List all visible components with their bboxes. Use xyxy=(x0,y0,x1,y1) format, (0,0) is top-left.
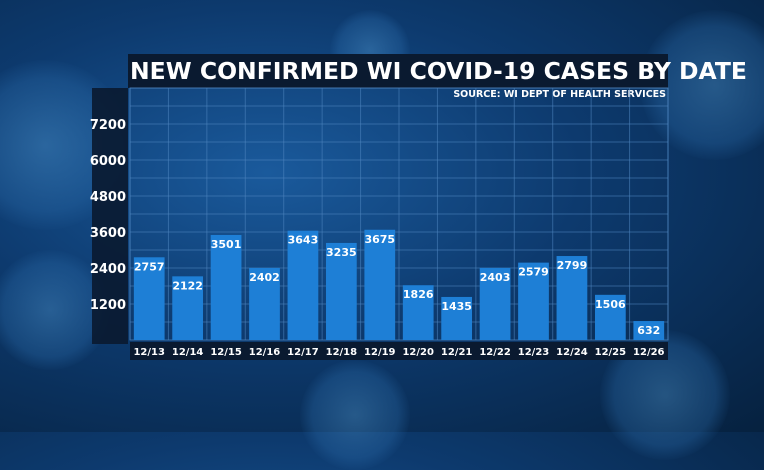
x-tick-label: 12/24 xyxy=(556,347,588,358)
x-axis-ticks: 12/13 12/14 12/15 12/16 12/17 12/18 12/19 12/20… xyxy=(133,347,664,358)
bars xyxy=(133,229,665,340)
virus-decoration xyxy=(0,250,110,370)
x-tick-label: 12/16 xyxy=(249,347,281,358)
x-tick-label: 12/26 xyxy=(633,347,665,358)
value-label: 2799 xyxy=(557,259,588,272)
y-tick-label: 2400 xyxy=(90,262,126,277)
bar xyxy=(633,321,665,340)
x-tick-label: 12/20 xyxy=(402,347,434,358)
value-label: 3643 xyxy=(288,234,319,247)
y-tick-label: 7200 xyxy=(90,118,126,133)
y-tick-label: 3600 xyxy=(90,226,126,241)
y-tick-label: 4800 xyxy=(90,190,126,205)
bar xyxy=(249,267,280,340)
bar xyxy=(479,267,511,340)
x-tick-label: 12/15 xyxy=(210,347,242,358)
value-label: 2122 xyxy=(172,279,203,292)
bar xyxy=(133,257,165,340)
chart-source: SOURCE: WI DEPT OF HEALTH SERVICES xyxy=(453,89,666,100)
x-tick-label: 12/18 xyxy=(326,347,358,358)
y-axis-panel xyxy=(92,88,128,344)
value-label: 2757 xyxy=(134,260,165,273)
x-tick-label: 12/14 xyxy=(172,347,204,358)
x-tick-label: 12/23 xyxy=(518,347,550,358)
bar-chart: 1200 2400 3600 4800 6000 7200 2757 2122 3501 240… xyxy=(90,87,669,358)
x-tick-label: 12/19 xyxy=(364,347,396,358)
x-tick-label: 12/21 xyxy=(441,347,473,358)
value-label: 2579 xyxy=(518,266,549,279)
x-tick-label: 12/22 xyxy=(479,347,511,358)
bar xyxy=(287,230,319,340)
bar xyxy=(210,234,242,340)
value-label: 3675 xyxy=(364,233,395,246)
y-axis-ticks: 1200 2400 3600 4800 6000 7200 xyxy=(90,118,126,313)
x-tick-label: 12/13 xyxy=(133,347,165,358)
x-tick-label: 12/25 xyxy=(595,347,627,358)
chart-title: NEW CONFIRMED WI COVID-19 CASES BY DATE xyxy=(130,57,747,85)
bar xyxy=(325,242,357,340)
bar xyxy=(518,262,549,340)
title-band xyxy=(128,54,668,88)
value-label: 1506 xyxy=(595,298,626,311)
x-tick-label: 12/17 xyxy=(287,347,319,358)
value-label: 632 xyxy=(637,324,660,337)
bar xyxy=(441,296,473,340)
value-label: 1435 xyxy=(441,300,472,313)
bar xyxy=(594,294,626,340)
value-labels: 2757 2122 3501 2402 3643 3235 3675 1826 1435 2403… xyxy=(134,233,660,337)
plot-border xyxy=(129,87,669,341)
value-label: 1826 xyxy=(403,288,434,301)
value-label: 3501 xyxy=(211,238,242,251)
bar xyxy=(364,229,396,340)
y-tick-label: 6000 xyxy=(90,154,126,169)
value-label: 2403 xyxy=(480,271,511,284)
y-tick-label: 1200 xyxy=(90,298,126,313)
bar xyxy=(172,276,204,340)
x-axis-band xyxy=(130,342,668,360)
value-label: 2402 xyxy=(249,271,280,284)
bar xyxy=(402,285,434,340)
value-label: 3235 xyxy=(326,246,357,259)
bar xyxy=(556,256,588,340)
